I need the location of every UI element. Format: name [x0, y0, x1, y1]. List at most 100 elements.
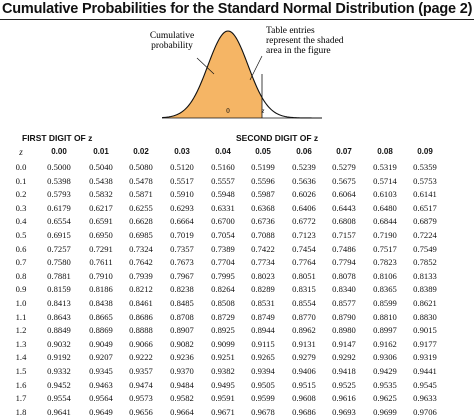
table-cell: 0.9147 — [332, 338, 356, 349]
table-cell: 0.8907 — [170, 325, 194, 336]
axis-z-label: z — [261, 107, 265, 115]
table-cell: 0.8577 — [332, 298, 356, 308]
row-z-value: 0.7 — [15, 257, 27, 268]
table-cell: 0.6844 — [373, 216, 397, 227]
table-cell: 0.8869 — [89, 325, 113, 336]
table-cell: 0.7995 — [211, 270, 235, 281]
table-cell: 0.8729 — [211, 311, 235, 322]
cumulative-label-line2: probability — [151, 41, 193, 51]
table-cell: 0.9452 — [47, 379, 71, 390]
table-cell: 0.8849 — [47, 325, 71, 336]
table-cell: 0.7422 — [251, 243, 275, 254]
table-cell: 0.6628 — [129, 216, 153, 227]
table-cell: 0.6064 — [332, 189, 356, 200]
table-cell: 0.9066 — [129, 338, 153, 349]
table-cell: 0.9292 — [332, 352, 356, 363]
table-row: 0.0 0.5000 0.5040 0.5080 0.5120 0.5160 0.5199 0… — [0, 160, 474, 174]
column-header: 0.06 — [296, 147, 312, 156]
normal-curve-figure: Cumulative probability Table entries rep… — [150, 26, 344, 119]
pointer-line-left — [196, 57, 215, 75]
table-entries-label-line2: represent the shaded — [266, 36, 344, 46]
table-cell: 0.7794 — [332, 257, 356, 268]
table-cell: 0.6950 — [89, 230, 113, 240]
table-cell: 0.9671 — [211, 406, 235, 417]
table-cell: 0.5753 — [413, 175, 437, 186]
table-cell: 0.8925 — [211, 325, 235, 336]
table-cell: 0.9608 — [292, 393, 316, 404]
table-cell: 0.6368 — [251, 202, 275, 213]
column-header: 0.04 — [215, 147, 231, 156]
table-row: 1.7 0.9554 0.9564 0.9573 0.9582 0.9591 0.9599 0… — [0, 391, 474, 405]
table-row: 0.1 0.5398 0.5438 0.5478 0.5517 0.5557 0.5596 0… — [0, 174, 474, 188]
table-cell: 0.9564 — [89, 393, 113, 404]
table-cell: 0.8790 — [332, 311, 356, 322]
table-cell: 0.9463 — [89, 379, 113, 390]
column-header: 0.01 — [93, 147, 109, 156]
table-cell: 0.8051 — [292, 270, 316, 281]
table-cell: 0.7088 — [251, 230, 275, 240]
table-cell: 0.9505 — [251, 379, 275, 390]
table-row: 0.5 0.6915 0.6950 0.6985 0.7019 0.7054 0.7088 0… — [0, 228, 474, 242]
table-row: 0.7 0.7580 0.7611 0.7642 0.7673 0.7704 0.7734 0… — [0, 255, 474, 269]
table-cell: 0.9625 — [373, 393, 397, 404]
table-cell: 0.5120 — [170, 162, 194, 172]
table-cell: 0.8531 — [251, 298, 275, 308]
row-z-value: 1.4 — [15, 352, 27, 363]
table-cell: 0.5398 — [47, 175, 71, 186]
table-cell: 0.9706 — [413, 406, 437, 417]
row-z-value: 0.9 — [15, 284, 27, 295]
table-cell: 0.9332 — [47, 366, 71, 376]
row-z-value: 1.6 — [15, 379, 27, 390]
column-header: 0.07 — [336, 147, 352, 156]
pointer-line-right — [249, 55, 263, 81]
table-row: 0.3 0.6179 0.6217 0.6255 0.6293 0.6331 0.6368 0… — [0, 201, 474, 215]
table-cell: 0.7704 — [211, 257, 235, 268]
table-cell: 0.6443 — [332, 202, 356, 213]
table-cell: 0.6480 — [373, 202, 397, 213]
table-cell: 0.8944 — [251, 325, 275, 336]
axis-zero-label: 0 — [226, 107, 230, 115]
table-cell: 0.9131 — [292, 338, 316, 349]
table-cell: 0.9032 — [47, 338, 71, 349]
table-cell: 0.9406 — [292, 366, 316, 376]
table-cell: 0.9582 — [170, 393, 194, 404]
table-cell: 0.9319 — [413, 352, 437, 363]
table-cell: 0.9545 — [413, 379, 437, 390]
table-cell: 0.7852 — [413, 257, 437, 268]
table-cell: 0.7611 — [89, 257, 113, 268]
table-cell: 0.7580 — [47, 257, 71, 268]
row-z-value: 0.5 — [15, 230, 27, 240]
table-cell: 0.9251 — [211, 352, 235, 363]
table-row: 0.9 0.8159 0.8186 0.8212 0.8238 0.8264 0.8289 0… — [0, 282, 474, 296]
table-cell: 0.8749 — [251, 311, 275, 322]
table-cell: 0.7549 — [413, 243, 437, 254]
table-cell: 0.6217 — [89, 202, 113, 213]
table-cell: 0.6255 — [129, 202, 153, 213]
table-cell: 0.7517 — [373, 243, 397, 254]
table-row: 0.4 0.6554 0.6591 0.6628 0.6664 0.6700 0.6736 0… — [0, 214, 474, 228]
table-cell: 0.5675 — [332, 175, 356, 186]
table-cell: 0.9236 — [170, 352, 194, 363]
column-header: 0.08 — [377, 147, 393, 156]
table-cell: 0.9345 — [89, 366, 113, 376]
table-cell: 0.8770 — [292, 311, 316, 322]
table-cell: 0.9099 — [211, 338, 235, 349]
table-cell: 0.9554 — [47, 393, 71, 404]
table-cell: 0.5793 — [47, 189, 71, 200]
table-cell: 0.7257 — [47, 243, 71, 254]
table-cell: 0.9222 — [129, 352, 153, 363]
table-cell: 0.7123 — [292, 230, 316, 240]
row-z-value: 1.5 — [15, 366, 27, 376]
table-cell: 0.6736 — [251, 216, 275, 227]
table-cell: 0.9162 — [373, 338, 397, 349]
table-cell: 0.9633 — [413, 393, 437, 404]
table-row: 1.4 0.9192 0.9207 0.9222 0.9236 0.9251 0.9265 0… — [0, 350, 474, 364]
table-cell: 0.6664 — [170, 216, 194, 227]
table-cell: 0.9015 — [413, 325, 437, 336]
table-header-row: z 0.00 0.01 0.02 0.03 0.04 0.05 0.06 0.07 0.08 0.0… — [0, 145, 474, 159]
table-cell: 0.9394 — [251, 366, 275, 376]
table-cell: 0.8888 — [129, 325, 153, 336]
table-cell: 0.7324 — [129, 243, 153, 254]
table-cell: 0.9082 — [170, 338, 194, 349]
column-header: 0.05 — [255, 147, 271, 156]
